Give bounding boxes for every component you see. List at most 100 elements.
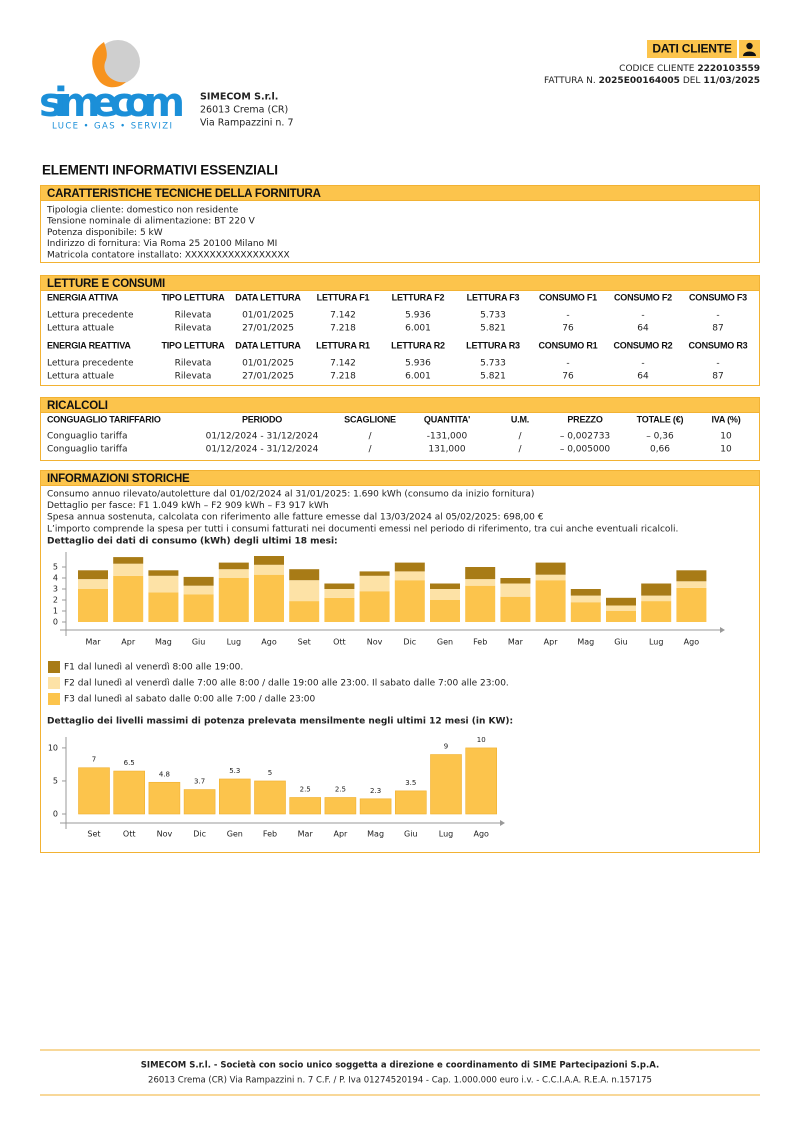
y-tick-label: 0 (53, 618, 58, 627)
bar-segment (148, 575, 179, 593)
section-header (40, 397, 760, 413)
value: 2220103559 (697, 64, 760, 74)
bar (183, 789, 216, 815)
x-tick-label: Nov (367, 638, 383, 647)
bar-segment (254, 556, 284, 565)
history-line: Spesa annua sostenuta, calcolata con rif… (47, 513, 544, 523)
table-cell: - (566, 359, 569, 369)
supply-line: Indirizzo di fornitura: Via Roma 25 2010… (47, 239, 277, 249)
bar (324, 797, 357, 815)
bar-segment (289, 580, 320, 602)
y-tick-label: 4 (53, 574, 58, 583)
table-header: CONSUMO F3 (689, 292, 747, 302)
value-label: 10 (477, 736, 486, 744)
logo-tagline: LUCE • GAS • SERVIZI (52, 122, 172, 132)
value-label: 6.5 (124, 759, 135, 767)
chart-title: Dettaglio dei livelli massimi di potenza… (47, 717, 513, 727)
axis-arrow (720, 627, 725, 633)
table-cell: 131,000 (428, 445, 465, 455)
company-name: SIMECOM S.r.l. (200, 92, 278, 103)
client-code: CODICE CLIENTE 2220103559 (619, 64, 760, 74)
table-header: CONSUMO R3 (688, 340, 747, 350)
table-header: TIPO LETTURA (161, 340, 225, 350)
table-header: DATA LETTURA (235, 340, 301, 350)
legend-swatch (48, 693, 60, 705)
x-tick-label: Ott (123, 830, 136, 839)
bar-segment (78, 589, 108, 622)
company-address: 26013 Crema (CR) (200, 105, 288, 116)
x-tick-label: Apr (121, 638, 136, 647)
bar-segment (570, 595, 601, 603)
x-tick-label: Lug (439, 830, 453, 839)
history-line: Dettaglio per fasce: F1 1.049 kWh – F2 9… (47, 501, 329, 511)
table-cell: 6.001 (405, 324, 431, 334)
logo-flame (92, 42, 126, 88)
legend-swatch (48, 661, 60, 673)
table-cell: Lettura attuale (47, 324, 115, 334)
x-tick-label: Feb (263, 830, 277, 839)
x-tick-label: Dic (193, 830, 206, 839)
x-tick-label: Apr (333, 830, 348, 839)
bar (465, 747, 498, 815)
bar-segment (676, 570, 707, 582)
bar-segment (430, 600, 460, 622)
table-cell: – 0,36 (646, 432, 674, 442)
value-label: 4.8 (159, 770, 170, 778)
x-tick-label: Mar (508, 638, 524, 647)
history-line: Consumo annuo rilevato/autoletture dal 0… (47, 490, 534, 500)
bar-segment (394, 580, 425, 622)
table-cell: Rilevata (175, 359, 212, 369)
bar-segment (641, 583, 672, 596)
x-tick-label: Lug (227, 638, 241, 647)
legend-label: F2 dal lunedì al venerdì dalle 7:00 alle… (64, 679, 509, 689)
value-label: 5 (268, 769, 272, 777)
bar-segment (183, 585, 214, 595)
x-tick-label: Gen (227, 830, 243, 839)
table-cell: 5.821 (480, 324, 506, 334)
label: CODICE CLIENTE (619, 64, 695, 74)
axis-arrow (500, 820, 505, 826)
bar-segment (430, 583, 460, 589)
table-cell: – 0,005000 (560, 445, 611, 455)
table-cell: 01/12/2024 - 31/12/2024 (206, 432, 319, 442)
bar-segment (359, 591, 390, 622)
table-cell: 5.733 (480, 311, 506, 321)
table-cell: 7.142 (330, 359, 356, 369)
bar-segment (465, 585, 496, 622)
table-header: LETTURA F2 (392, 292, 445, 302)
section-title: INFORMAZIONI STORICHE (47, 473, 190, 485)
table-header: ENERGIA REATTIVA (47, 340, 131, 350)
invoice: FATTURA N. 2025E00164005 DEL 11/03/2025 (544, 76, 760, 86)
bar-segment (535, 562, 566, 575)
y-tick-label: 2 (53, 596, 58, 605)
x-tick-label: Mag (155, 638, 172, 647)
y-tick-label: 5 (53, 563, 58, 572)
bar-segment (676, 587, 707, 622)
x-tick-label: Mag (367, 830, 384, 839)
table-cell: - (716, 311, 719, 321)
table-header: IVA (%) (711, 414, 740, 424)
value: 11/03/2025 (703, 76, 760, 86)
table-cell: 7.218 (330, 324, 356, 334)
x-tick-label: Giu (404, 830, 418, 839)
bar-segment (254, 564, 284, 575)
bar-segment (218, 578, 249, 622)
section-header (40, 185, 760, 201)
page-title: ELEMENTI INFORMATIVI ESSENZIALI (42, 163, 278, 178)
bar-segment (289, 569, 320, 581)
table-cell: Rilevata (175, 311, 212, 321)
table-cell: / (518, 432, 522, 442)
table-cell: / (368, 445, 372, 455)
table-header: PERIODO (242, 414, 282, 424)
table-cell: 76 (562, 372, 574, 382)
table-cell: 87 (712, 372, 723, 382)
table-cell: / (518, 445, 522, 455)
table-cell: - (566, 311, 569, 321)
table-cell: - (641, 359, 644, 369)
table-cell: 27/01/2025 (242, 372, 294, 382)
table-cell: 10 (720, 432, 732, 442)
table-cell: – 0,002733 (560, 432, 610, 442)
bar (148, 781, 181, 815)
x-tick-label: Giu (614, 638, 628, 647)
